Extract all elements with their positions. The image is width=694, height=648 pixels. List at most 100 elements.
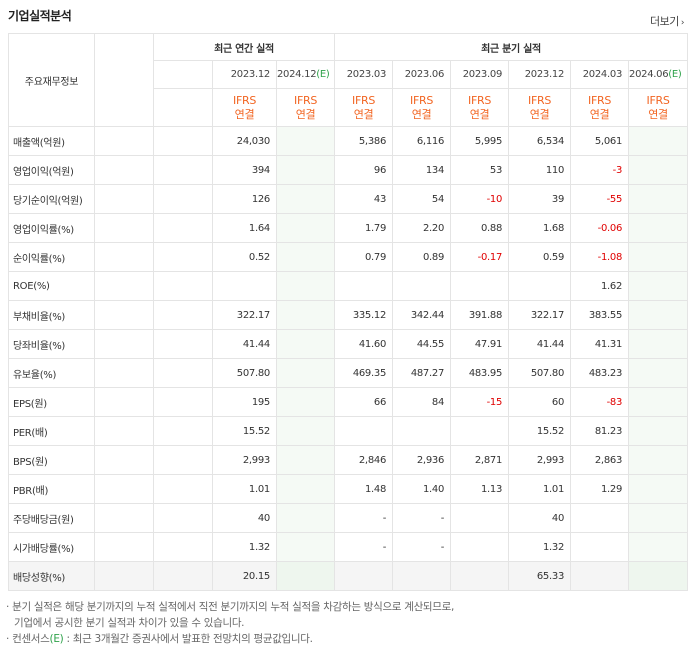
footnotes: · 분기 실적은 해당 분기까지의 누적 실적에서 직전 분기까지의 누적 실적… bbox=[6, 599, 686, 647]
table-cell bbox=[275, 184, 336, 214]
table-cell bbox=[275, 561, 336, 591]
table-cell bbox=[334, 561, 394, 591]
table-cell bbox=[628, 474, 689, 504]
table-cell: 2,846 bbox=[334, 445, 394, 475]
basis-header: IFRS 연결 bbox=[392, 88, 452, 127]
row-label: PBR(배) bbox=[8, 474, 95, 504]
table-cell: -1.08 bbox=[570, 242, 630, 272]
spacer-cell bbox=[153, 184, 213, 214]
footnote-1: · 분기 실적은 해당 분기까지의 누적 실적에서 직전 분기까지의 누적 실적… bbox=[6, 601, 455, 613]
table-cell: 0.88 bbox=[450, 213, 510, 243]
table-row: BPS(원) 2,993 2,846 2,936 2,871 2,993 2,863 bbox=[8, 445, 689, 475]
table-cell: 1.01 bbox=[508, 474, 572, 504]
footnote-1-cont: 기업에서 공시한 분기 실적과 차이가 있을 수 있습니다. bbox=[14, 617, 245, 629]
basis-line-2: 연결 bbox=[295, 107, 316, 121]
basis-line-1: IFRS bbox=[294, 93, 317, 107]
table-row: PBR(배) 1.01 1.48 1.40 1.13 1.01 1.29 bbox=[8, 474, 689, 504]
spacer-cell bbox=[94, 213, 154, 243]
table-cell: -55 bbox=[570, 184, 630, 214]
table-cell bbox=[628, 213, 689, 243]
row-label: 배당성향(%) bbox=[8, 561, 95, 591]
table-cell: 342.44 bbox=[392, 300, 452, 330]
table-cell: 394 bbox=[212, 155, 277, 185]
table-cell: 0.79 bbox=[334, 242, 394, 272]
table-cell: 2.20 bbox=[392, 213, 452, 243]
spacer-cell bbox=[94, 271, 154, 301]
spacer-cell bbox=[153, 329, 213, 359]
table-row: 부채비율(%) 322.17 335.12 342.44 391.88 322.17 383… bbox=[8, 300, 689, 330]
table-cell: 54 bbox=[392, 184, 452, 214]
period-header: 2023.06 bbox=[392, 60, 452, 89]
spacer-cell bbox=[94, 300, 154, 330]
table-row: 유보율(%) 507.80 469.35 487.27 483.95 507.80 483.… bbox=[8, 358, 689, 388]
spacer-cell bbox=[94, 561, 154, 591]
more-label: 더보기 bbox=[650, 15, 679, 28]
spacer-cell bbox=[153, 503, 213, 533]
table-cell: 1.13 bbox=[450, 474, 510, 504]
table-cell: - bbox=[334, 532, 394, 562]
table-cell: 335.12 bbox=[334, 300, 394, 330]
spacer-cell bbox=[153, 358, 213, 388]
period-header: 2024.12(E) bbox=[275, 60, 336, 89]
table-cell: 469.35 bbox=[334, 358, 394, 388]
more-link[interactable]: 더보기 › bbox=[650, 13, 685, 29]
table-cell bbox=[275, 329, 336, 359]
basis-header: IFRS 연결 bbox=[212, 88, 277, 127]
spacer-cell bbox=[153, 88, 213, 127]
table-cell: 81.23 bbox=[570, 416, 630, 446]
table-cell: 322.17 bbox=[212, 300, 277, 330]
quarterly-group-header: 최근 분기 실적 bbox=[334, 33, 689, 61]
basis-line-1: IFRS bbox=[233, 93, 256, 107]
table-cell: 0.89 bbox=[392, 242, 452, 272]
table-cell: 84 bbox=[392, 387, 452, 417]
basis-header: IFRS 연결 bbox=[334, 88, 394, 127]
table-cell: -0.06 bbox=[570, 213, 630, 243]
spacer-cell bbox=[153, 155, 213, 185]
table-cell: 41.44 bbox=[508, 329, 572, 359]
basis-line-2: 연결 bbox=[234, 107, 255, 121]
table-cell bbox=[275, 387, 336, 417]
table-cell bbox=[628, 358, 689, 388]
row-label: 당기순이익(억원) bbox=[8, 184, 95, 214]
table-cell: 0.52 bbox=[212, 242, 277, 272]
table-cell: 195 bbox=[212, 387, 277, 417]
table-cell: 391.88 bbox=[450, 300, 510, 330]
table-cell bbox=[275, 358, 336, 388]
table-cell bbox=[275, 532, 336, 562]
table-cell: 66 bbox=[334, 387, 394, 417]
row-label: BPS(원) bbox=[8, 445, 95, 475]
table-row: 영업이익(억원) 394 96 134 53 110 -3 bbox=[8, 155, 689, 185]
table-cell: 6,116 bbox=[392, 126, 452, 156]
table-cell: 65.33 bbox=[508, 561, 572, 591]
row-label: EPS(원) bbox=[8, 387, 95, 417]
table-cell bbox=[628, 126, 689, 156]
table-row: PER(배) 15.52 15.52 81.23 bbox=[8, 416, 689, 446]
table-cell: 1.79 bbox=[334, 213, 394, 243]
table-cell bbox=[628, 387, 689, 417]
table-cell bbox=[450, 416, 510, 446]
table-cell bbox=[628, 271, 689, 301]
basis-line-1: IFRS bbox=[468, 93, 492, 107]
table-cell: 483.23 bbox=[570, 358, 630, 388]
table-cell: 507.80 bbox=[212, 358, 277, 388]
row-label: 영업이익(억원) bbox=[8, 155, 95, 185]
spacer-cell bbox=[94, 242, 154, 272]
table-cell bbox=[628, 416, 689, 446]
table-cell bbox=[628, 503, 689, 533]
table-cell bbox=[275, 271, 336, 301]
spacer-cell bbox=[94, 329, 154, 359]
row-label: 부채비율(%) bbox=[8, 300, 95, 330]
spacer-cell bbox=[153, 126, 213, 156]
table-cell: 507.80 bbox=[508, 358, 572, 388]
table-cell: 2,993 bbox=[212, 445, 277, 475]
basis-line-1: IFRS bbox=[410, 93, 434, 107]
basis-line-2: 연결 bbox=[353, 107, 374, 121]
table-cell bbox=[275, 503, 336, 533]
table-cell: 2,936 bbox=[392, 445, 452, 475]
table-cell bbox=[570, 503, 630, 533]
table-cell bbox=[275, 474, 336, 504]
period-header: 2023.12 bbox=[212, 60, 277, 89]
table-cell bbox=[628, 300, 689, 330]
table-cell bbox=[628, 184, 689, 214]
table-cell: 41.31 bbox=[570, 329, 630, 359]
